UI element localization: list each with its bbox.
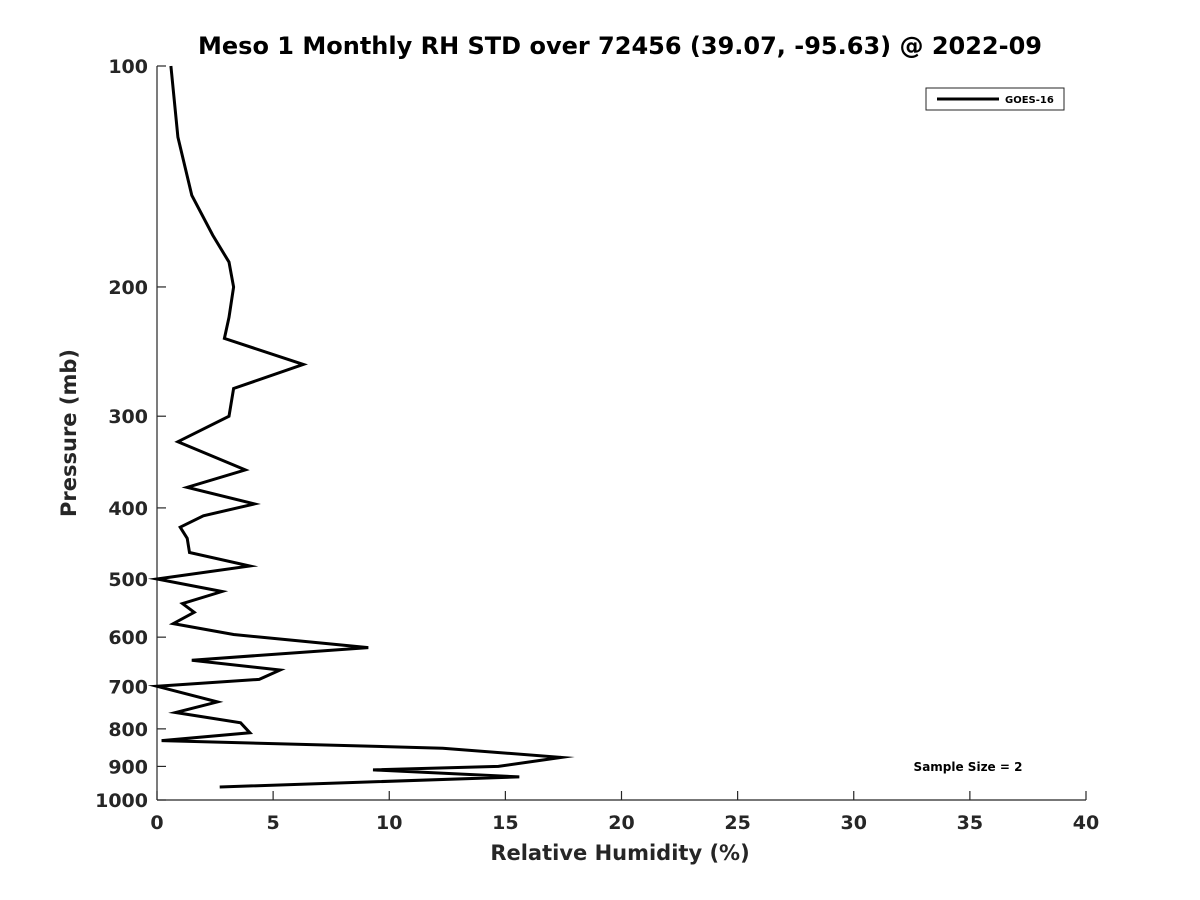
y-tick-label: 100 [108,56,148,78]
y-tick-label: 300 [108,406,148,428]
x-tick-label: 0 [150,812,163,834]
y-axis-label: Pressure (mb) [57,349,81,517]
series-group [147,65,575,789]
plot-axes: 0 5 10 15 20 25 30 35 40 100 200 300 400 500 600 700 800… [95,56,1099,834]
y-tick-label: 800 [108,719,148,741]
y-tick-label: 700 [108,676,148,698]
x-tick-label: 35 [957,812,983,834]
y-tick-label: 600 [108,627,148,649]
y-tick-label: 200 [108,277,148,299]
y-tick-label: 400 [108,498,148,520]
x-tick-label: 20 [608,812,634,834]
sample-size-annotation: Sample Size = 2 [914,760,1023,774]
x-tick-label: 25 [724,812,750,834]
y-tick-label: 900 [108,756,148,778]
legend: GOES-16 [925,87,1065,111]
y-tick-label: 1000 [95,790,148,812]
series-line-goes-16 [147,65,575,789]
x-axis-label: Relative Humidity (%) [490,841,749,865]
y-tick-label: 500 [108,569,148,591]
x-tick-label: 15 [492,812,518,834]
x-tick-label: 5 [267,812,280,834]
legend-label-goes-16: GOES-16 [1005,95,1054,106]
chart-title: Meso 1 Monthly RH STD over 72456 (39.07,… [198,32,1042,60]
x-tick-label: 10 [376,812,402,834]
x-tick-label: 30 [841,812,867,834]
x-tick-label: 40 [1073,812,1099,834]
